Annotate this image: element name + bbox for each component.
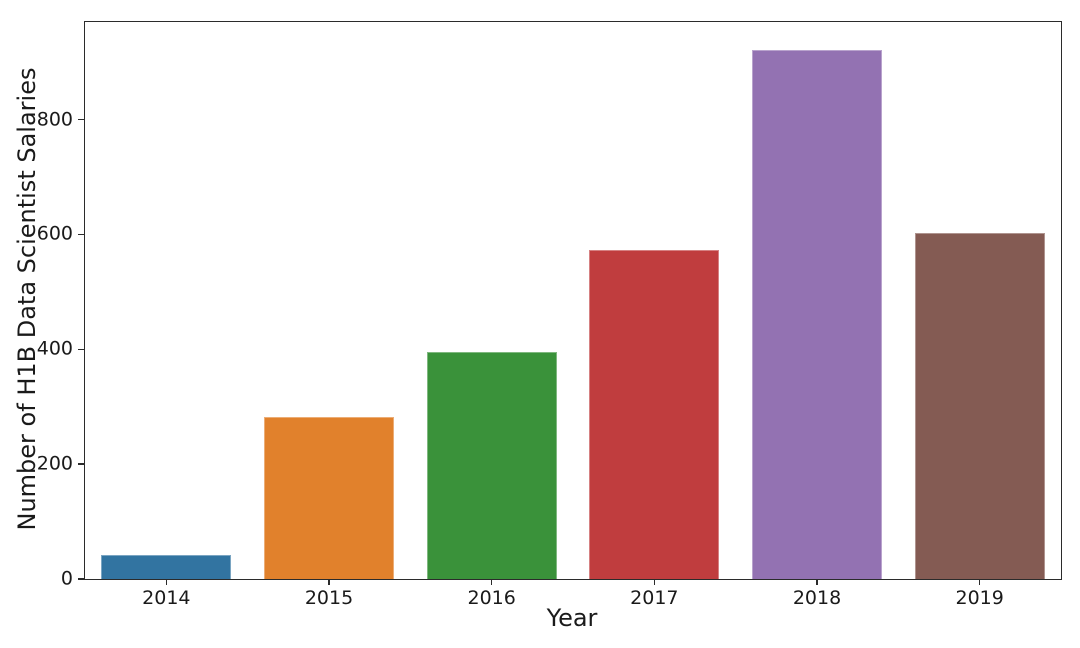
y-tick-600 — [77, 233, 84, 236]
x-tick-2019 — [978, 579, 981, 585]
bar-2016 — [426, 352, 557, 579]
x-axis-label: Year — [546, 604, 598, 632]
x-tick-2018 — [816, 579, 818, 585]
x-tick-2017 — [653, 579, 656, 585]
bar-2014 — [101, 554, 232, 579]
y-tick-400 — [77, 348, 84, 351]
x-tick-label-2016: 2016 — [467, 587, 516, 609]
x-tick-label-2019: 2019 — [955, 587, 1004, 609]
bar-2015 — [263, 417, 395, 579]
bar-2019 — [914, 232, 1045, 579]
x-tick-label-2017: 2017 — [630, 587, 679, 609]
y-tick-800 — [77, 118, 84, 121]
y-tick-200 — [77, 463, 84, 465]
y-tick-label-600: 600 — [36, 222, 73, 245]
y-tick-label-400: 400 — [36, 337, 73, 360]
bar-2018 — [751, 49, 883, 579]
y-tick-label-200: 200 — [36, 452, 73, 475]
y-tick-0 — [77, 578, 84, 580]
y-tick-label-800: 800 — [36, 108, 73, 131]
y-tick-label-0: 0 — [60, 567, 73, 590]
x-tick-label-2018: 2018 — [792, 587, 842, 609]
x-tick-2015 — [328, 579, 330, 585]
bar-2017 — [589, 249, 720, 579]
plot-area: 2014 2015 2016 2017 2018 2019 0 200 400 600 800 — [37, 21, 1062, 608]
x-tick-2016 — [490, 579, 493, 585]
x-tick-2014 — [165, 579, 168, 585]
x-tick-label-2015: 2015 — [304, 587, 354, 609]
x-tick-label-2014: 2014 — [142, 587, 191, 609]
